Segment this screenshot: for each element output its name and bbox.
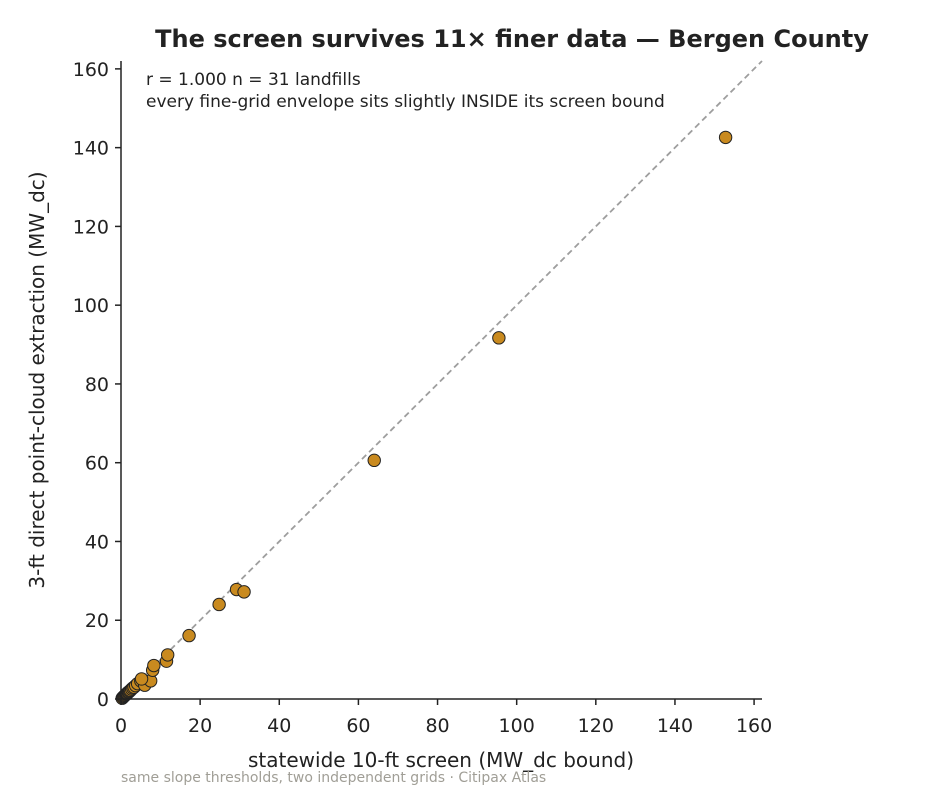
y-ticks: 0 20 40 60 80 100 120 140 160 <box>73 59 121 711</box>
axes <box>120 61 762 700</box>
envelope-annotation: every fine-grid envelope sits slightly I… <box>146 92 665 112</box>
y-tick-label: 80 <box>85 374 109 396</box>
y-tick-label: 160 <box>73 59 109 81</box>
y-tick-label: 0 <box>97 689 109 711</box>
correlation-annotation: r = 1.000 n = 31 landfills <box>146 70 361 90</box>
y-tick-label: 140 <box>73 138 109 160</box>
x-tick-label: 120 <box>578 715 614 737</box>
x-ticks: 0 20 40 60 80 100 120 140 160 <box>115 699 772 737</box>
y-tick-label: 40 <box>85 531 109 553</box>
y-tick-label: 20 <box>85 610 109 632</box>
x-tick-label: 0 <box>115 715 127 737</box>
x-tick-label: 100 <box>499 715 535 737</box>
plot-area <box>115 60 763 705</box>
y-axis-label: 3-ft direct point-cloud extraction (MW_d… <box>25 171 49 588</box>
x-tick-label: 60 <box>346 715 370 737</box>
data-point <box>237 585 251 599</box>
y-tick-label: 100 <box>73 295 109 317</box>
x-tick-label: 140 <box>657 715 693 737</box>
data-point <box>160 648 175 662</box>
y-tick-label: 120 <box>73 216 109 238</box>
x-tick-label: 80 <box>425 715 449 737</box>
x-tick-label: 160 <box>736 715 772 737</box>
chart-title: The screen survives 11× finer data — Ber… <box>155 25 869 53</box>
data-point <box>182 628 196 643</box>
data-point <box>367 453 381 468</box>
x-tick-label: 20 <box>188 715 212 737</box>
data-point <box>212 597 226 612</box>
data-point <box>492 331 506 345</box>
x-axis-label: statewide 10-ft screen (MW_dc bound) <box>248 748 634 772</box>
x-tick-label: 40 <box>267 715 291 737</box>
data-point <box>134 672 149 686</box>
data-point <box>718 130 733 145</box>
source-footnote: same slope thresholds, two independent g… <box>121 770 546 786</box>
y-tick-label: 60 <box>85 453 109 475</box>
data-point <box>147 658 161 673</box>
identity-reference-line <box>120 60 763 700</box>
